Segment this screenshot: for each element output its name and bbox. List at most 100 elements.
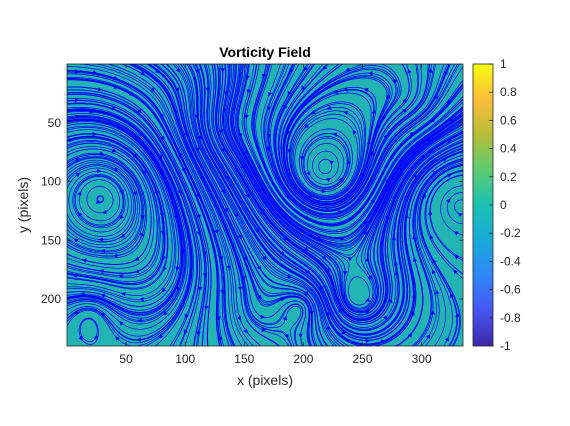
streamline-arrow — [428, 149, 433, 154]
streamline — [148, 64, 313, 346]
streamline — [67, 161, 138, 246]
streamline-arrow — [77, 191, 82, 196]
x-axis-label: x (pixels) — [237, 372, 293, 388]
streamline-arrow — [134, 269, 140, 274]
streamline — [234, 132, 463, 322]
streamline-arrow — [234, 212, 239, 217]
streamline — [67, 140, 161, 279]
streamline — [67, 165, 135, 240]
streamline — [235, 64, 463, 241]
streamline-arrow — [92, 131, 97, 137]
colorbar-tick-label: 0.2 — [500, 170, 517, 184]
streamline — [275, 64, 430, 211]
streamline — [424, 169, 463, 280]
streamline-arrow — [402, 108, 407, 113]
streamline-arrow — [139, 296, 144, 302]
streamline — [207, 64, 463, 328]
streamline-arrow — [321, 255, 327, 260]
streamline — [67, 125, 177, 303]
streamline-arrow — [457, 212, 463, 217]
streamline — [238, 151, 463, 346]
streamline — [192, 64, 463, 342]
y-tick-label: 50 — [48, 116, 62, 130]
streamline-arrow — [93, 334, 98, 340]
streamline — [225, 64, 463, 310]
streamline-arrow — [329, 160, 334, 165]
streamline — [230, 64, 463, 249]
streamline — [67, 103, 198, 346]
streamline — [67, 135, 166, 286]
streamline-arrow — [298, 333, 303, 338]
streamline-arrow — [217, 336, 222, 342]
streamline-arrow — [369, 274, 373, 280]
streamline-arrow — [326, 105, 332, 110]
streamline-arrow — [111, 148, 117, 153]
streamline-arrow — [196, 331, 201, 336]
streamline-arrow — [325, 326, 330, 331]
streamline-arrow — [383, 134, 388, 139]
streamline — [229, 64, 463, 251]
colorbar-tick-label: 1 — [500, 57, 507, 71]
streamline — [223, 131, 463, 320]
streamline-arrow — [309, 311, 314, 316]
streamline — [67, 71, 233, 346]
streamline — [211, 64, 463, 325]
streamline-arrow — [427, 210, 433, 215]
streamline-arrow — [75, 172, 81, 177]
streamline — [177, 64, 341, 346]
streamline-arrow — [134, 256, 140, 261]
streamline-arrow — [363, 87, 369, 93]
streamline-arrow — [393, 78, 398, 84]
streamline-arrow — [409, 132, 415, 137]
streamline — [67, 136, 165, 284]
plot-frame — [66, 63, 464, 347]
streamline-arrow — [120, 233, 126, 238]
streamline-arrow — [412, 293, 417, 298]
streamline — [180, 64, 346, 346]
streamline — [222, 64, 463, 314]
streamline — [205, 64, 463, 330]
streamline-arrow — [306, 171, 311, 176]
streamline-arrow — [183, 329, 188, 335]
streamline-arrow — [365, 338, 370, 344]
streamline — [231, 64, 463, 248]
streamline-arrow — [443, 69, 448, 75]
colorbar-tick-label: -1 — [500, 339, 511, 353]
streamline — [152, 64, 316, 346]
streamline — [172, 64, 335, 346]
streamline — [67, 110, 192, 340]
streamline — [67, 141, 160, 277]
streamline-arrow — [162, 266, 167, 271]
streamline-arrow — [158, 333, 164, 339]
streamline-arrow — [453, 231, 459, 236]
streamline — [253, 64, 463, 225]
streamline-arrow — [326, 178, 332, 183]
streamline — [67, 146, 155, 269]
streamline — [67, 66, 243, 346]
streamline — [146, 64, 311, 346]
streamline-arrow — [78, 335, 83, 341]
streamline — [67, 98, 202, 346]
streamline-arrow — [403, 194, 408, 199]
colorbar-tick-label: -0.6 — [500, 283, 521, 297]
streamline-arrow — [345, 67, 351, 72]
streamline-arrow — [304, 66, 309, 72]
streamline-arrow — [352, 129, 357, 135]
streamline — [415, 160, 463, 346]
streamline — [267, 64, 450, 216]
streamline-arrow — [432, 269, 436, 275]
streamline — [234, 64, 463, 242]
streamline-arrow — [435, 289, 440, 295]
streamline-arrow — [364, 310, 370, 315]
streamline-arrow — [102, 210, 107, 215]
streamline — [67, 142, 158, 274]
streamline — [237, 64, 463, 238]
streamline — [67, 156, 143, 253]
streamline-arrow — [444, 336, 449, 342]
streamline-arrow — [219, 256, 224, 261]
streamline-arrow — [388, 298, 393, 303]
streamline — [106, 64, 262, 346]
streamline — [212, 64, 463, 324]
streamline — [217, 64, 463, 318]
streamline-arrow — [175, 266, 180, 271]
